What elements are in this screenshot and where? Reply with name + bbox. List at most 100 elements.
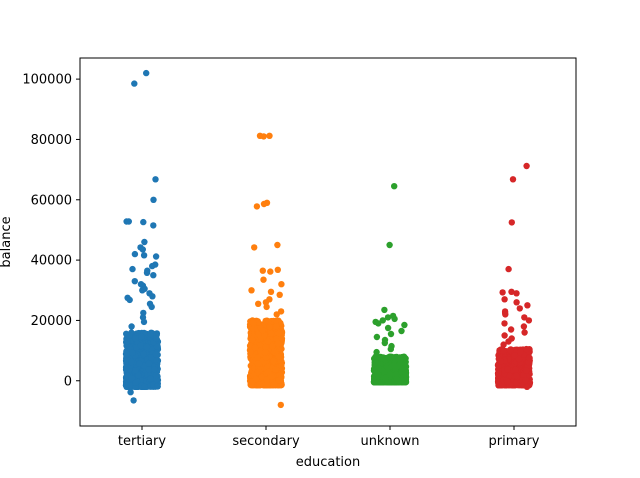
data-point xyxy=(128,358,135,366)
data-point xyxy=(524,302,531,309)
y-axis: 0 20000 40000 60000 80000 100000 xyxy=(22,73,80,389)
y-tick-label: 100000 xyxy=(22,73,72,88)
data-point xyxy=(131,250,139,258)
data-point xyxy=(513,372,520,379)
data-point xyxy=(260,276,267,283)
data-point xyxy=(140,218,147,226)
data-point xyxy=(273,311,280,318)
plot-frame xyxy=(79,57,577,427)
data-point xyxy=(249,319,257,327)
data-point xyxy=(152,253,160,260)
data-point xyxy=(396,356,404,363)
data-point xyxy=(501,296,508,303)
data-point xyxy=(275,353,282,360)
data-point xyxy=(274,266,281,273)
y-tick-label: 20000 xyxy=(31,314,72,329)
data-point xyxy=(253,203,261,210)
data-point xyxy=(268,373,276,380)
data-point xyxy=(124,372,131,380)
data-point xyxy=(373,354,380,361)
data-point xyxy=(391,183,398,190)
data-point xyxy=(262,317,269,325)
data-point xyxy=(370,378,378,385)
data-point xyxy=(139,287,146,294)
data-point xyxy=(278,362,285,369)
data-point xyxy=(497,358,505,365)
series-primary xyxy=(494,162,534,390)
data-point xyxy=(495,370,502,377)
data-point xyxy=(251,244,258,251)
data-point xyxy=(398,327,405,335)
data-point xyxy=(263,303,270,311)
data-point xyxy=(513,290,520,297)
data-point xyxy=(273,323,280,330)
data-point xyxy=(392,356,399,363)
data-point xyxy=(273,335,280,343)
data-point xyxy=(261,349,269,356)
data-point xyxy=(509,176,517,183)
data-point xyxy=(508,219,515,226)
data-point xyxy=(378,379,385,386)
data-point xyxy=(522,377,529,384)
data-point xyxy=(257,347,264,354)
data-point xyxy=(131,80,138,87)
data-point xyxy=(278,335,286,342)
x-tick-label: secondary xyxy=(232,434,300,449)
data-point xyxy=(387,330,395,338)
data-point xyxy=(401,321,408,329)
data-point xyxy=(494,378,502,385)
data-point xyxy=(274,340,282,347)
data-point xyxy=(130,397,137,404)
data-point xyxy=(267,268,274,275)
data-point xyxy=(511,352,518,359)
data-point xyxy=(149,293,156,300)
data-point xyxy=(379,317,386,324)
data-point xyxy=(153,335,160,342)
data-point xyxy=(264,338,272,345)
data-point xyxy=(520,323,528,330)
data-point xyxy=(278,374,285,381)
data-point xyxy=(248,287,255,294)
data-point xyxy=(140,252,148,259)
data-point xyxy=(132,379,139,386)
data-point xyxy=(374,370,382,378)
data-point xyxy=(385,354,392,361)
data-point xyxy=(128,323,135,330)
data-point xyxy=(501,320,508,327)
x-tick-label: tertiary xyxy=(118,434,166,449)
y-tick-label: 60000 xyxy=(31,193,72,208)
data-point xyxy=(384,324,392,332)
data-point xyxy=(145,360,153,367)
data-point xyxy=(256,381,263,389)
data-point xyxy=(129,349,136,357)
data-point xyxy=(521,314,528,321)
data-point xyxy=(145,366,153,373)
series-unknown xyxy=(370,183,410,386)
data-point xyxy=(274,241,281,249)
data-point xyxy=(249,336,256,343)
y-axis-label: balance xyxy=(0,216,14,267)
data-point xyxy=(523,367,530,374)
data-point xyxy=(513,299,520,306)
data-point xyxy=(275,329,283,337)
data-point xyxy=(125,218,132,225)
y-tick-label: 40000 xyxy=(31,254,72,269)
x-tick-label: unknown xyxy=(360,434,419,449)
data-point xyxy=(381,339,388,347)
data-point xyxy=(505,338,512,345)
data-point xyxy=(135,371,142,379)
data-point xyxy=(252,375,260,383)
data-point xyxy=(255,300,262,307)
data-point xyxy=(386,241,393,249)
data-point xyxy=(137,342,144,349)
data-point xyxy=(259,327,266,334)
data-point xyxy=(132,367,139,374)
data-point xyxy=(258,373,265,381)
data-point xyxy=(122,382,130,389)
data-point xyxy=(270,357,277,365)
data-point xyxy=(147,375,154,382)
y-tick-label: 80000 xyxy=(31,133,72,148)
data-point xyxy=(266,132,273,139)
data-point xyxy=(256,335,264,342)
data-point xyxy=(400,378,408,385)
